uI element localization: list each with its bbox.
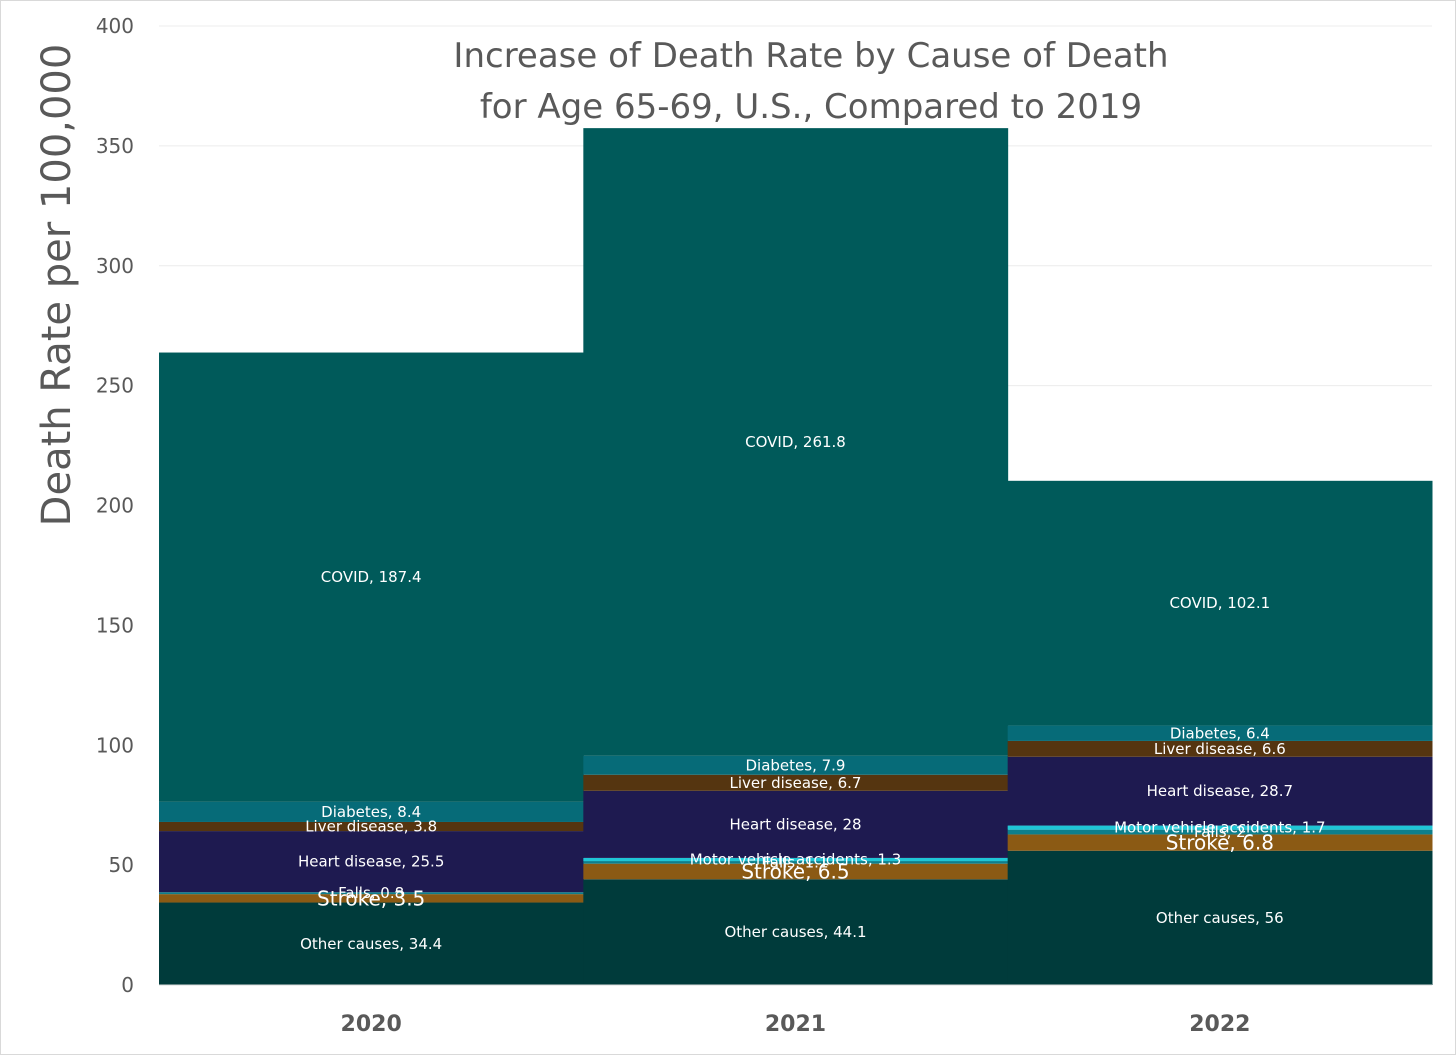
bar-segment-liver-disease (1007, 740, 1433, 757)
bar-segment-falls (583, 861, 1009, 864)
data-label: Stroke, 6.5 (741, 859, 849, 883)
data-label: Other causes, 56 (1156, 909, 1284, 927)
bar-segment-other-causes (583, 879, 1009, 985)
data-label: COVID, 102.1 (1169, 594, 1270, 612)
data-label: Other causes, 44.1 (724, 923, 866, 941)
data-label: Liver disease, 6.6 (1154, 740, 1286, 758)
data-label: Stroke, 6.8 (1166, 831, 1274, 855)
data-label: Heart disease, 28 (729, 815, 861, 833)
bar-segment-heart-disease (1007, 756, 1433, 826)
bar-segment-other-causes (159, 902, 584, 985)
x-tick-label: 2022 (1189, 1012, 1250, 1037)
bar-segment-covid (583, 128, 1009, 756)
bar-segment-other-causes (1007, 850, 1433, 985)
bar-segment-falls (159, 892, 584, 895)
data-label: Liver disease, 6.7 (730, 774, 862, 792)
bar-segment-stroke (583, 863, 1009, 880)
data-label: Diabetes, 6.4 (1170, 724, 1270, 742)
y-tick-label: 350 (96, 134, 134, 158)
bar-segment-falls (1007, 829, 1433, 835)
bar-segment-liver-disease (583, 774, 1009, 791)
data-label: Motor vehicle accidents, 1.3 (690, 850, 902, 868)
data-label: Falls, 2 (1194, 823, 1246, 841)
bar-segment-motor-vehicle-accidents (1007, 825, 1433, 830)
data-label: Stroke, 3.5 (317, 886, 425, 910)
data-label: COVID, 261.8 (745, 433, 846, 451)
data-label: Diabetes, 8.4 (321, 803, 421, 821)
data-label: Diabetes, 7.9 (746, 756, 846, 774)
y-tick-label: 50 (109, 853, 134, 877)
bar-segments (159, 128, 1433, 986)
data-label: Liver disease, 3.8 (305, 818, 437, 836)
bar-segment-diabetes (159, 801, 584, 822)
chart-title-line-1: Increase of Death Rate by Cause of Death (453, 36, 1168, 76)
bar-segment-heart-disease (159, 831, 584, 893)
y-tick-label: 400 (96, 14, 134, 38)
bar-segment-heart-disease (583, 790, 1009, 858)
y-tick-label: 200 (96, 494, 134, 518)
x-tick-label: 2021 (765, 1012, 826, 1037)
x-axis-categories: 2020 2021 2022 (341, 1012, 1251, 1037)
data-label: Falls, 1.1 (763, 853, 829, 871)
y-tick-label: 0 (121, 973, 134, 997)
y-tick-label: 250 (96, 374, 134, 398)
bar-segment-diabetes (583, 755, 1009, 775)
bar-segment-stroke (1007, 834, 1433, 851)
data-label: COVID, 187.4 (321, 568, 422, 586)
x-tick-label: 2020 (341, 1012, 402, 1037)
bar-segment-diabetes (1007, 725, 1433, 741)
bar-segment-stroke (159, 894, 584, 903)
chart-title-line-2: for Age 65-69, U.S., Compared to 2019 (480, 87, 1142, 127)
data-label: Heart disease, 25.5 (298, 853, 444, 871)
y-tick-label: 100 (96, 733, 134, 757)
data-label: Motor vehicle accidents, 1.7 (1114, 819, 1326, 837)
y-tick-label: 150 (96, 613, 134, 637)
data-label: Heart disease, 28.7 (1147, 782, 1293, 800)
y-axis-label: Death Rate per 100,000 (34, 44, 80, 527)
bar-segment-liver-disease (159, 821, 584, 832)
bar-segment-motor-vehicle-accidents (583, 857, 1009, 862)
y-tick-label: 300 (96, 254, 134, 278)
data-label: Other causes, 34.4 (300, 935, 442, 953)
data-label: Falls, 0.8 (338, 884, 404, 902)
bar-segment-covid (159, 352, 584, 802)
y-axis-ticks: 0 50 100 150 200 250 300 350 400 (96, 14, 134, 997)
bar-segment-covid (1007, 480, 1433, 726)
